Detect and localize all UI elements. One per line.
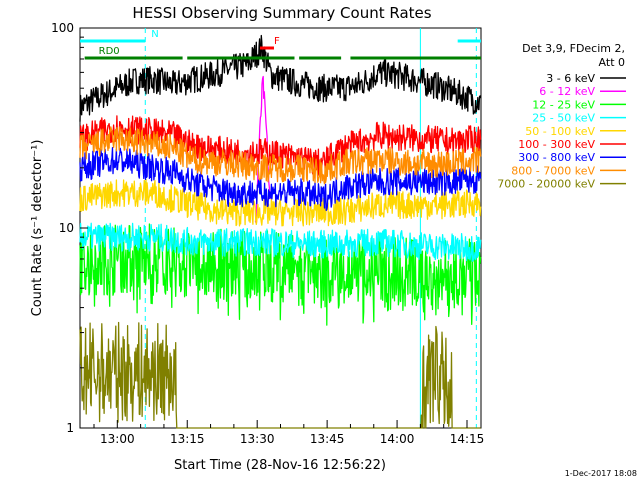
y-tick-label-0: 1 [66, 421, 74, 435]
legend-label-6: 300 - 800 keV [518, 151, 595, 164]
y-tick-label-2: 100 [51, 21, 74, 35]
legend-label-1: 6 - 12 keV [539, 85, 595, 98]
legend-label-0: 3 - 6 keV [546, 72, 595, 85]
series-line-3 [79, 222, 482, 263]
legend-label-5: 100 - 300 keV [518, 138, 595, 151]
state-bar-label-rd0: RD0 [99, 46, 120, 57]
x-axis-label: Start Time (28-Nov-16 12:56:22) [174, 458, 386, 473]
x-tick-label-3: 13:45 [310, 432, 345, 446]
legend-label-8: 7000 - 20000 keV [497, 178, 595, 191]
series-line-7 [79, 126, 482, 185]
x-tick-label-4: 14:00 [380, 432, 415, 446]
x-tick-label-1: 13:15 [170, 432, 205, 446]
series-line-5 [79, 115, 482, 177]
x-tick-label-2: 13:30 [240, 432, 275, 446]
legend-label-4: 50 - 100 keV [525, 125, 595, 138]
series-line-6 [79, 147, 482, 212]
legend-label-2: 12 - 25 keV [532, 98, 595, 111]
state-bar-label-f: F [274, 36, 280, 47]
legend-label-3: 25 - 50 keV [532, 112, 595, 125]
legend-label-7: 800 - 7000 keV [511, 164, 595, 177]
y-tick-label-1: 10 [59, 221, 74, 235]
legend-header-line-1: Det 3,9, FDecim 2, [522, 42, 625, 55]
plot-area: N F RD0 1 10 100 13:00 13:15 13:30 13:45 14:00 14:1… [51, 21, 484, 446]
state-bar-label-n: N [151, 29, 158, 40]
legend-header-line-2: Att 0 [599, 56, 625, 69]
series-line-0 [79, 34, 482, 122]
y-axis-label: Count Rate (s⁻¹ detector⁻¹) [30, 140, 45, 317]
footer-timestamp: 1-Dec-2017 18:08 [565, 469, 637, 478]
chart-title: HESSI Observing Summary Count Rates [132, 4, 431, 22]
x-tick-label-0: 13:00 [100, 432, 135, 446]
x-tick-label-5: 14:15 [450, 432, 485, 446]
